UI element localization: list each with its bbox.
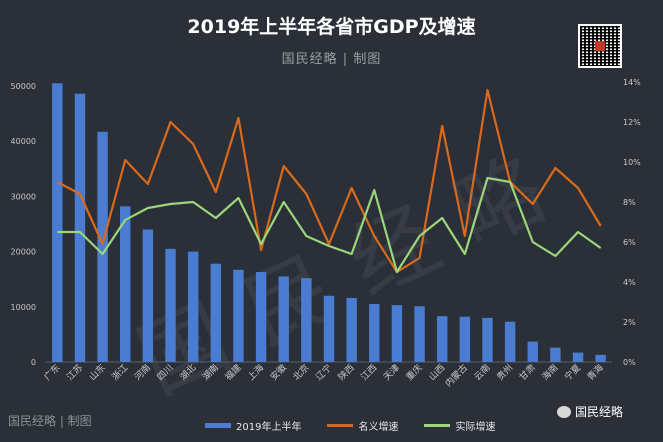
category-tick-label: 江西 bbox=[359, 362, 380, 383]
category-tick-label: 贵州 bbox=[494, 362, 515, 383]
bar-mark bbox=[369, 304, 380, 362]
category-tick-label: 内蒙古 bbox=[442, 362, 470, 390]
category-tick-label: 云南 bbox=[471, 362, 492, 383]
category-tick-label: 河南 bbox=[132, 362, 153, 383]
category-tick-label: 重庆 bbox=[403, 362, 424, 383]
legend-label-bar: 2019年上半年 bbox=[236, 422, 302, 433]
category-tick-label: 湖北 bbox=[178, 362, 199, 383]
left-tick-label: 50000 bbox=[11, 82, 36, 91]
right-tick-label: 8% bbox=[623, 198, 636, 207]
legend-swatch-nominal bbox=[327, 424, 354, 427]
category-tick-label: 陕西 bbox=[336, 362, 357, 383]
bar-mark bbox=[391, 305, 403, 362]
bar-mark bbox=[187, 251, 199, 362]
left-tick-label: 10000 bbox=[11, 303, 36, 312]
left-tick-label: 20000 bbox=[11, 248, 36, 257]
bar-mark bbox=[323, 295, 335, 362]
legend-label-nominal: 名义增速 bbox=[358, 422, 399, 433]
right-tick-label: 12% bbox=[623, 118, 641, 127]
category-tick-label: 青海 bbox=[585, 362, 606, 383]
category-tick-label: 福建 bbox=[222, 362, 243, 383]
line-series-nominal bbox=[56, 88, 602, 274]
right-tick-label: 0% bbox=[623, 358, 636, 367]
bar-mark bbox=[120, 206, 131, 362]
bar-mark bbox=[165, 248, 176, 362]
category-tick-label: 安徽 bbox=[268, 362, 289, 383]
bar-mark bbox=[233, 269, 244, 362]
bar-mark bbox=[414, 306, 425, 362]
chart-subtitle: 国民经略 | 制图 bbox=[281, 52, 382, 67]
category-tick-label: 四川 bbox=[156, 363, 176, 383]
wechat-badge: 国民经略 bbox=[557, 403, 623, 420]
category-tick-label: 甘肃 bbox=[517, 362, 538, 383]
bar-mark bbox=[550, 347, 561, 362]
left-tick-label: 0 bbox=[31, 358, 36, 367]
right-tick-label: 2% bbox=[623, 318, 636, 327]
legend-swatch-bar bbox=[205, 423, 231, 428]
category-tick-label: 海南 bbox=[539, 362, 560, 383]
bar-mark bbox=[482, 317, 493, 362]
bar-mark bbox=[527, 341, 538, 362]
category-tick-label: 北京 bbox=[290, 362, 311, 383]
bar-mark bbox=[142, 229, 154, 362]
category-tick-label: 上海 bbox=[245, 362, 266, 383]
footer-brand: 国民经略 | 制图 bbox=[8, 414, 92, 428]
chart-title: 2019年上半年各省市GDP及增速 bbox=[187, 16, 476, 38]
chart-legend: 2019年上半年 名义增速 实际增速 bbox=[205, 418, 495, 433]
bar-mark bbox=[459, 316, 471, 362]
bar-mark bbox=[346, 297, 357, 362]
bar-mark bbox=[301, 278, 312, 362]
legend-item-bar: 2019年上半年 bbox=[205, 418, 301, 433]
category-tick-label: 山东 bbox=[86, 362, 107, 383]
legend-label-real: 实际增速 bbox=[455, 422, 496, 433]
legend-item-nominal: 名义增速 bbox=[327, 418, 398, 433]
right-tick-label: 4% bbox=[623, 278, 636, 287]
right-tick-label: 14% bbox=[623, 78, 641, 87]
bar-mark bbox=[504, 321, 516, 362]
category-tick-label: 山西 bbox=[427, 362, 448, 383]
category-tick-label: 辽宁 bbox=[313, 362, 334, 383]
bar-mark bbox=[52, 83, 63, 363]
wechat-label: 国民经略 bbox=[575, 405, 624, 419]
category-tick-label: 江苏 bbox=[64, 362, 85, 383]
category-tick-label: 湖南 bbox=[200, 362, 221, 383]
left-tick-label: 30000 bbox=[11, 192, 36, 201]
category-tick-label: 浙江 bbox=[109, 362, 130, 383]
qr-code-icon bbox=[578, 24, 622, 68]
left-tick-label: 40000 bbox=[11, 137, 36, 146]
category-tick-label: 天津 bbox=[382, 362, 403, 383]
bar-mark bbox=[572, 352, 584, 362]
right-tick-label: 6% bbox=[623, 238, 636, 247]
bar-mark bbox=[595, 354, 606, 362]
bar-mark bbox=[74, 93, 86, 362]
legend-item-real: 实际增速 bbox=[424, 418, 495, 433]
wechat-icon bbox=[557, 405, 571, 418]
bar-mark bbox=[97, 131, 108, 362]
category-tick-label: 广东 bbox=[41, 362, 62, 383]
bar-mark bbox=[436, 316, 448, 362]
bar-mark bbox=[255, 272, 267, 362]
legend-swatch-real bbox=[424, 424, 451, 427]
line-series-real bbox=[57, 176, 602, 274]
bar-mark bbox=[278, 276, 289, 362]
right-tick-label: 10% bbox=[623, 158, 641, 167]
category-tick-label: 宁夏 bbox=[562, 362, 583, 383]
bar-mark bbox=[210, 263, 222, 362]
